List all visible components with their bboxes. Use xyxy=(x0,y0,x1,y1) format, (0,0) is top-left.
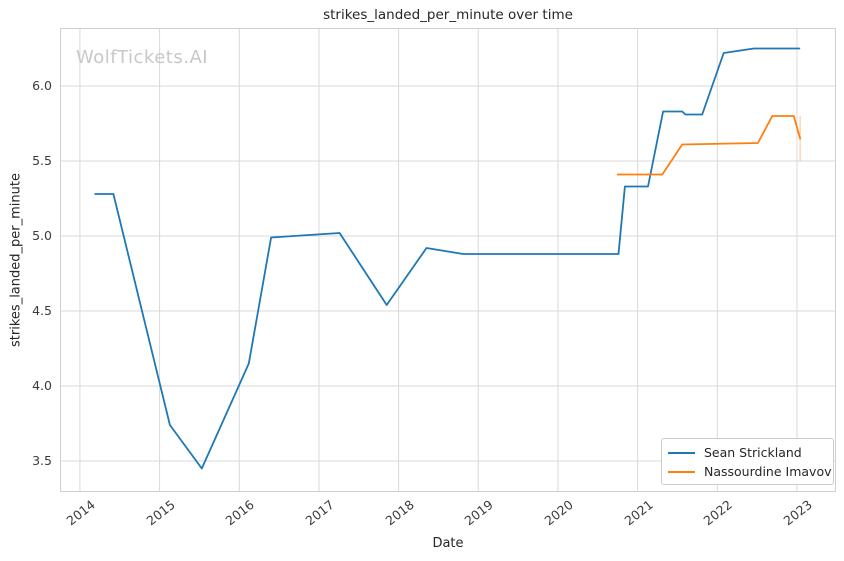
legend-line-swatch xyxy=(668,470,695,473)
legend-box: Sean Strickland Nassourdine Imavov xyxy=(661,438,834,485)
chart-title: strikes_landed_per_minute over time xyxy=(323,7,573,23)
series-line-imavov xyxy=(616,115,801,176)
legend-label: Nassourdine Imavov xyxy=(704,464,832,479)
y-tick-label: 5.5 xyxy=(32,153,52,169)
y-axis-label: strikes_landed_per_minute xyxy=(8,173,24,347)
x-axis-label: Date xyxy=(432,536,464,551)
legend-item: Sean Strickland xyxy=(668,443,833,462)
legend-label: Sean Strickland xyxy=(704,445,802,460)
y-tick-label: 6.0 xyxy=(32,78,52,94)
legend-item: Nassourdine Imavov xyxy=(668,462,833,481)
y-tick-label: 4.5 xyxy=(32,302,52,318)
y-tick-label: 5.0 xyxy=(32,228,52,243)
legend-line-swatch xyxy=(668,451,695,454)
series-line-strickland xyxy=(94,47,801,470)
plot-frame xyxy=(60,28,836,492)
y-tick-label: 3.5 xyxy=(32,452,52,468)
y-tick-label: 4.0 xyxy=(32,377,52,393)
watermark-text: WolfTickets.AI xyxy=(76,47,209,68)
